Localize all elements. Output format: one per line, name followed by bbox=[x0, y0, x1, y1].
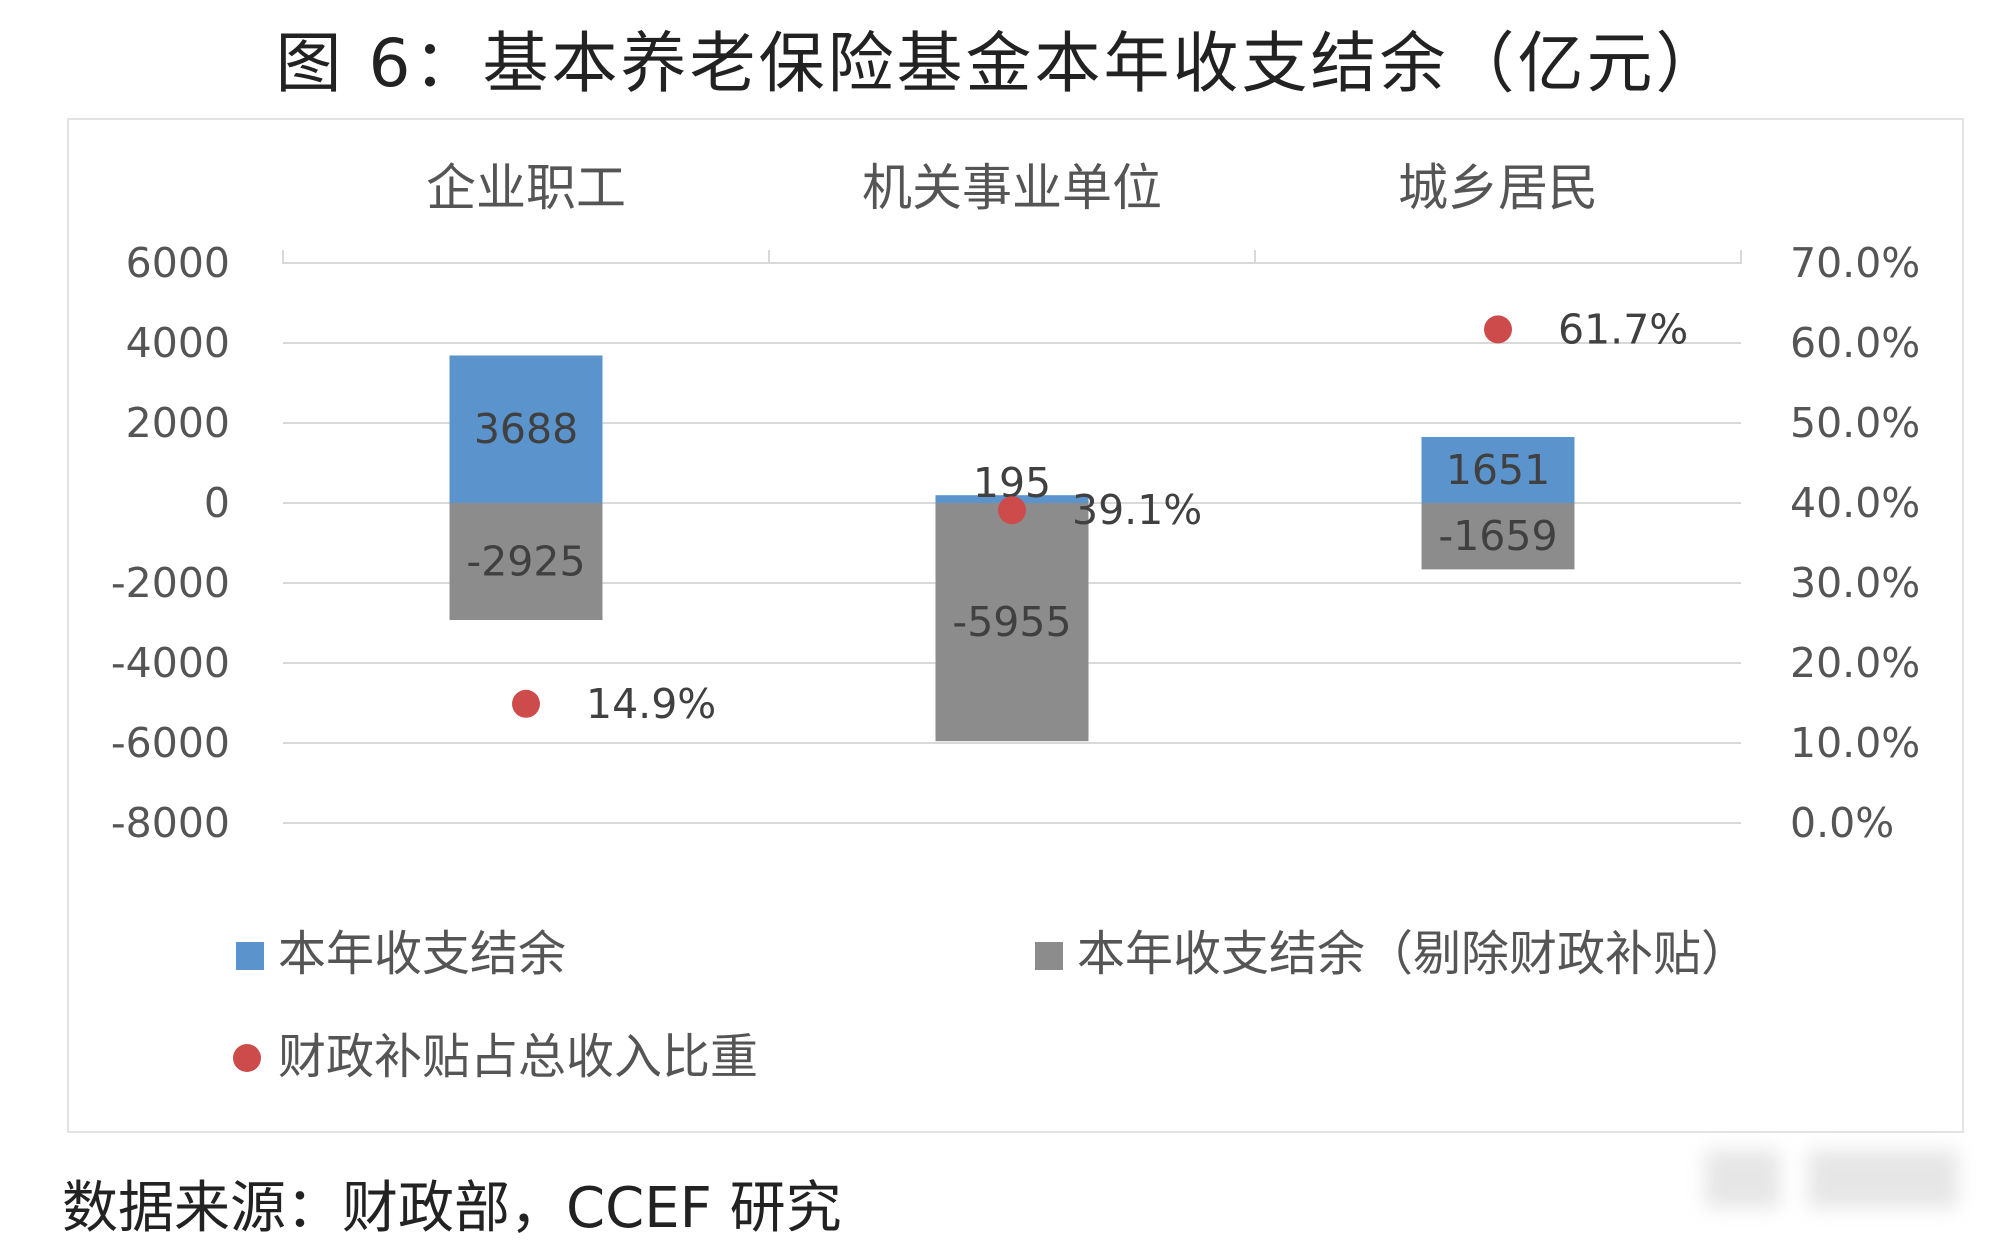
legend-swatch-ex-subsidy bbox=[1035, 942, 1063, 970]
bar-value-label: -5955 bbox=[952, 598, 1071, 646]
y-right-tick-label: 70.0% bbox=[1790, 239, 1920, 287]
watermark-blur bbox=[1705, 1150, 1780, 1208]
data-source-note: 数据来源：财政部，CCEF 研究 bbox=[62, 1163, 842, 1244]
subsidy-share-point bbox=[998, 496, 1026, 524]
subsidy-share-label: 14.9% bbox=[586, 680, 716, 728]
legend-swatch-subsidy-share bbox=[233, 1044, 261, 1072]
y-left-tick-label: 2000 bbox=[126, 399, 230, 447]
y-left-tick-label: 6000 bbox=[126, 239, 230, 287]
y-right-tick-label: 40.0% bbox=[1790, 479, 1920, 527]
bar-value-label: 3688 bbox=[474, 405, 578, 453]
watermark-blur bbox=[1808, 1150, 1958, 1208]
legend-label: 财政补贴占总收入比重 bbox=[278, 1029, 758, 1085]
subsidy-share-label: 39.1% bbox=[1072, 486, 1202, 534]
bar-value-label: 1651 bbox=[1446, 446, 1550, 494]
category-label: 机关事业单位 bbox=[862, 159, 1162, 217]
bar-value-label: -2925 bbox=[466, 538, 585, 586]
legend-swatch-balance bbox=[236, 942, 264, 970]
y-right-tick-label: 60.0% bbox=[1790, 319, 1920, 367]
legend-label: 本年收支结余（剔除财政补贴） bbox=[1077, 926, 1749, 982]
y-right-tick-label: 10.0% bbox=[1790, 719, 1920, 767]
category-label: 城乡居民 bbox=[1398, 159, 1598, 217]
y-left-tick-label: 4000 bbox=[126, 319, 230, 367]
y-right-tick-label: 20.0% bbox=[1790, 639, 1920, 687]
category-label: 企业职工 bbox=[426, 159, 626, 217]
y-left-tick-label: -8000 bbox=[111, 799, 230, 847]
y-left-tick-label: 0 bbox=[204, 479, 230, 527]
y-right-tick-label: 0.0% bbox=[1790, 799, 1894, 847]
y-right-tick-label: 30.0% bbox=[1790, 559, 1920, 607]
y-left-tick-label: -6000 bbox=[111, 719, 230, 767]
y-left-tick-label: -4000 bbox=[111, 639, 230, 687]
y-left-tick-label: -2000 bbox=[111, 559, 230, 607]
bar-value-label: -1659 bbox=[1438, 512, 1557, 560]
y-right-tick-label: 50.0% bbox=[1790, 399, 1920, 447]
subsidy-share-label: 61.7% bbox=[1558, 305, 1688, 353]
subsidy-share-point bbox=[512, 690, 540, 718]
subsidy-share-point bbox=[1484, 315, 1512, 343]
legend-label: 本年收支结余 bbox=[278, 926, 566, 982]
